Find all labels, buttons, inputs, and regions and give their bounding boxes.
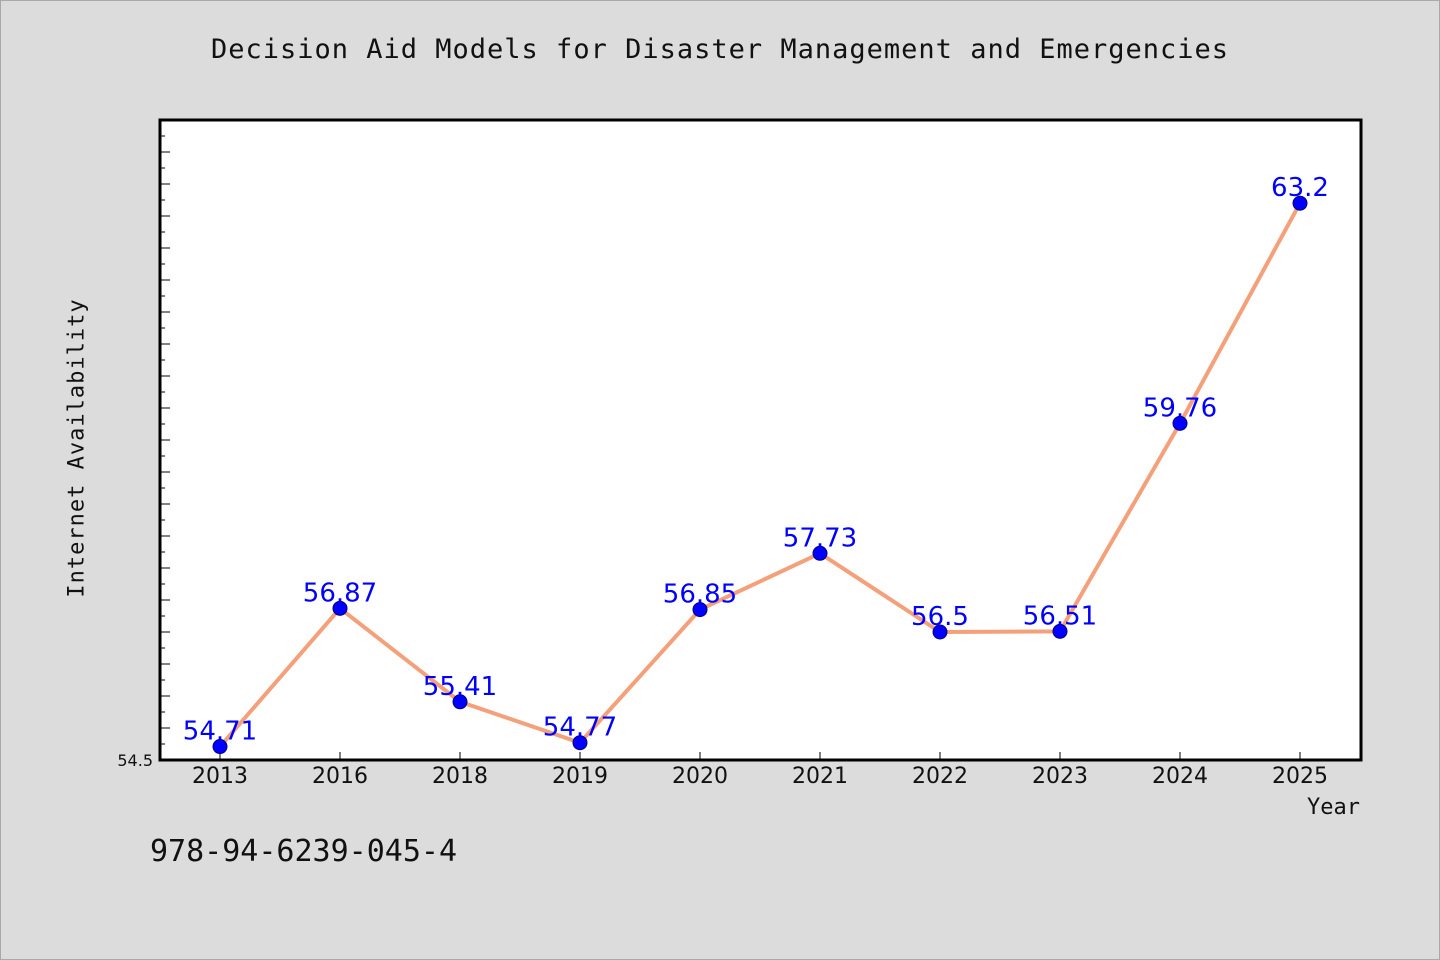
- x-tick-label: 2021: [792, 764, 848, 789]
- x-tick-label: 2016: [312, 764, 368, 789]
- data-label: 54.77: [543, 713, 617, 743]
- data-point: [1292, 195, 1308, 211]
- x-tick-label: 2020: [672, 764, 728, 789]
- data-label: 59.76: [1143, 393, 1217, 423]
- data-point: [692, 602, 708, 618]
- data-point: [1052, 623, 1068, 639]
- chart-title: Decision Aid Models for Disaster Managem…: [210, 34, 1230, 65]
- x-tick-label: 2024: [1152, 764, 1208, 789]
- data-label: 55.41: [423, 672, 497, 702]
- y-min-tick-label: 54.5: [117, 751, 153, 770]
- y-axis-ticks: [160, 119, 170, 761]
- plot-area: [158, 118, 1363, 762]
- data-label: 54.71: [183, 717, 257, 747]
- data-label: 57.73: [783, 523, 857, 553]
- x-tick-label: 2019: [552, 764, 608, 789]
- data-label: 56.87: [303, 578, 377, 608]
- data-labels: 54.71 56.87 55.41 54.77 56.85 57.73 56.5 56.51 5…: [183, 173, 1329, 746]
- footer-isbn: 978-94-6239-045-4: [150, 834, 458, 869]
- data-point: [812, 545, 828, 561]
- data-point: [1172, 415, 1188, 431]
- data-point: [332, 600, 348, 616]
- series-line-group: [218, 202, 1302, 748]
- x-tick-label: 2022: [912, 764, 968, 789]
- data-label: 63.2: [1271, 173, 1329, 203]
- series-line: [218, 202, 1302, 748]
- data-point: [452, 694, 468, 710]
- data-points: [212, 195, 1308, 755]
- data-point: [212, 739, 228, 755]
- x-tick-label: 2018: [432, 764, 488, 789]
- x-tick-label: 2023: [1032, 764, 1088, 789]
- data-label: 56.5: [911, 602, 969, 632]
- data-point: [572, 735, 588, 751]
- data-point: [932, 624, 948, 640]
- data-label: 56.51: [1023, 601, 1097, 631]
- x-axis-label: Year: [1307, 795, 1360, 820]
- x-tick-label: 2025: [1272, 764, 1328, 789]
- x-axis-ticks: 2013 2016 2018 2019 2020 2021 2022 2023 2024 2025: [192, 752, 1328, 789]
- x-tick-label: 2013: [192, 764, 248, 789]
- data-label: 56.85: [663, 580, 737, 610]
